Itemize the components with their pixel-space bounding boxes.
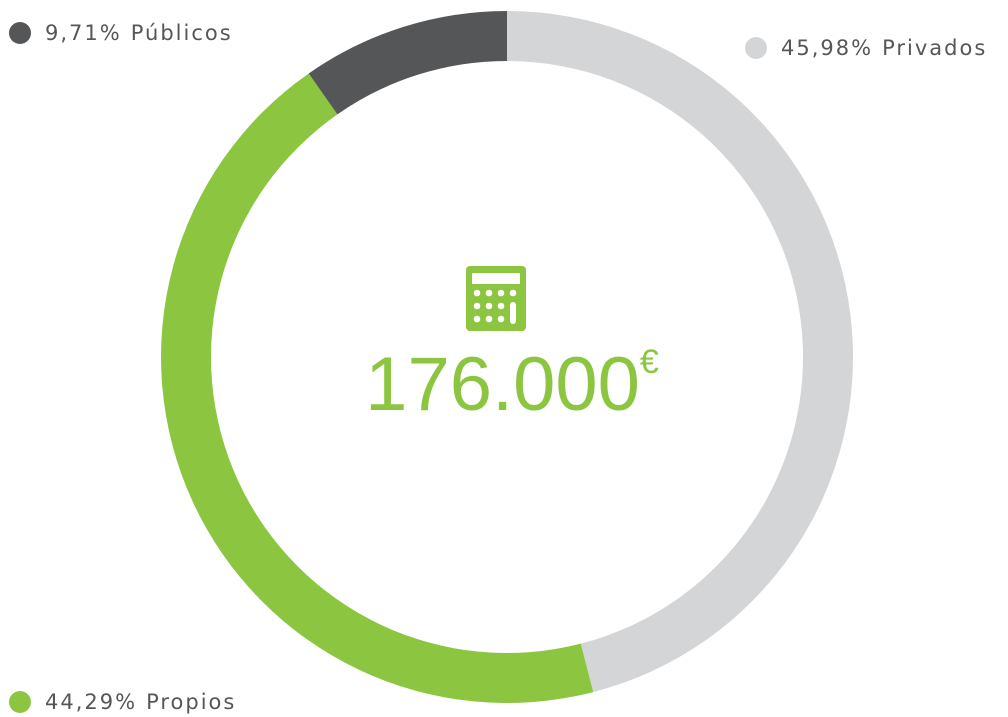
legend-swatch xyxy=(745,37,767,59)
donut-segment xyxy=(160,73,594,703)
legend-name: Públicos xyxy=(131,21,233,45)
center-value: 176.000 xyxy=(365,342,640,427)
legend-name: Propios xyxy=(146,690,236,714)
center-unit: € xyxy=(640,343,659,381)
calculator-icon xyxy=(466,266,526,331)
legend-value: 9,71% xyxy=(45,21,122,45)
legend-value: 45,98% xyxy=(781,36,873,60)
donut-segment xyxy=(507,11,853,693)
legend-name: Privados xyxy=(882,36,987,60)
donut-segment xyxy=(308,11,507,115)
legend-value: 44,29% xyxy=(45,690,137,714)
center-label: 176.000€ xyxy=(365,342,659,427)
legend-label: 9,71% Públicos xyxy=(45,21,233,45)
legend-label: 45,98% Privados xyxy=(781,36,987,60)
legend-swatch xyxy=(9,691,31,713)
legend-swatch xyxy=(9,22,31,44)
legend-label: 44,29% Propios xyxy=(45,690,236,714)
